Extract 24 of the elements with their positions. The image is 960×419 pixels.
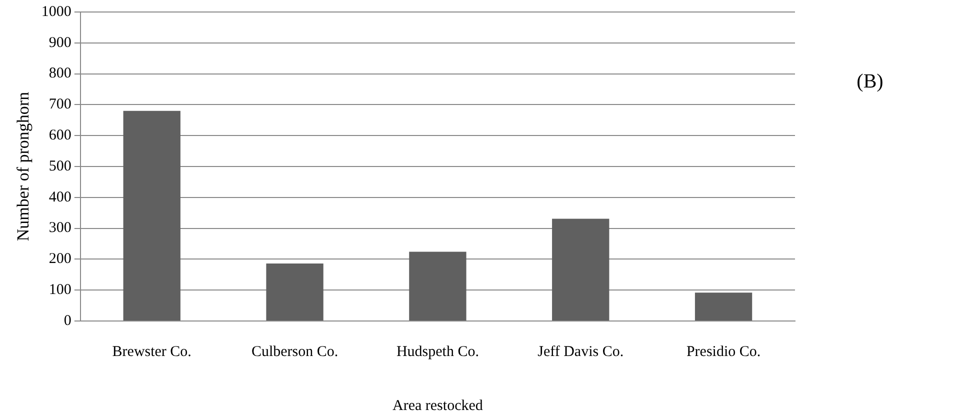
x-axis-title: Area restocked [392,398,484,414]
bar [409,252,466,320]
y-tick-label: 100 [48,282,72,298]
x-tick-label: Hudspeth Co. [396,344,479,360]
y-tick-label: 800 [48,66,72,82]
y-tick-label: 500 [48,158,72,174]
y-tick-label: 400 [48,189,72,206]
x-tick-label: Jeff Davis Co. [538,344,624,360]
y-tick-label: 300 [48,220,72,236]
x-tick-label: Presidio Co. [686,344,761,360]
bar [123,110,180,320]
text: (B) [856,70,884,92]
y-tick-label: 700 [48,96,72,113]
x-tick-label: Culberson Co. [251,344,338,360]
y-tick-label: 1000 [41,4,72,20]
bar [266,264,324,320]
y-tick-label: 200 [48,251,72,268]
y-tick-label: 600 [48,128,72,144]
x-tick-label: Brewster Co. [112,344,192,360]
bar [694,292,752,320]
y-axis-title: Number of pronghorn [14,91,33,242]
bar [552,218,610,320]
y-tick-label: 0 [64,312,72,329]
y-tick-label: 900 [48,34,72,51]
